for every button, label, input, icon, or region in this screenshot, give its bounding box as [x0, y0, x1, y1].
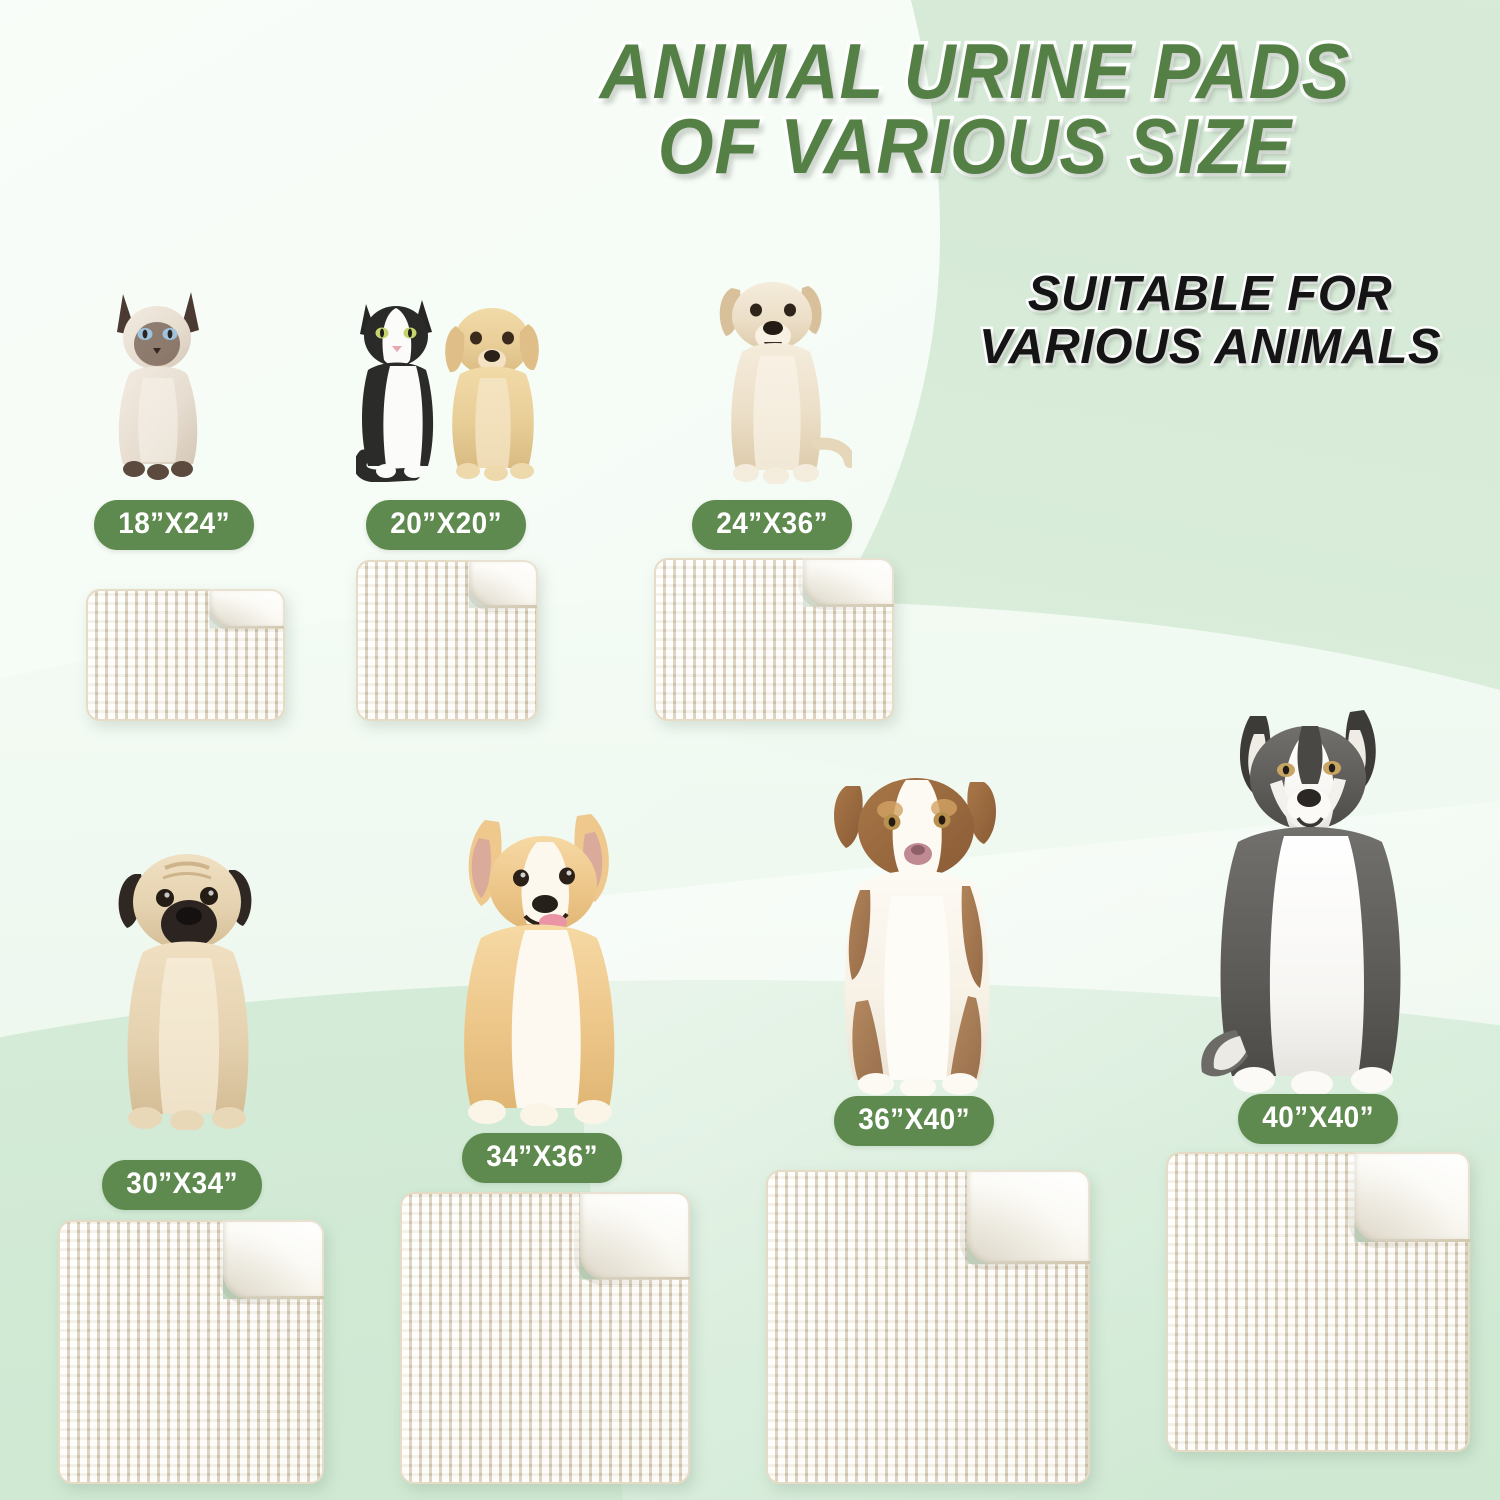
subtitle-line-1: SUITABLE FOR [1025, 265, 1394, 323]
size-badge-34x36[interactable]: 34”X36” [462, 1133, 623, 1183]
urine-pad-36x40[interactable] [766, 1170, 1090, 1484]
pad-folded-corner [966, 1170, 1090, 1265]
page-title: ANIMAL URINE PADS OF VARIOUS SIZE [470, 29, 1480, 190]
size-badge-label: 24”X36” [716, 507, 829, 540]
size-badge-label: 40”X40” [1262, 1101, 1375, 1134]
urine-pad-34x36[interactable] [400, 1192, 690, 1484]
animal-tan-mixed-breed-dog [702, 264, 852, 484]
animal-tuxedo-cat-and-labrador-puppy [356, 278, 548, 482]
animal-siberian-husky [1192, 700, 1432, 1096]
size-badge-label: 30”X34” [126, 1167, 239, 1200]
title-line-1: ANIMAL URINE PADS [596, 27, 1352, 115]
urine-pad-20x20[interactable] [356, 560, 538, 721]
animal-australian-shepherd [818, 766, 1014, 1096]
pad-folded-corner [222, 1220, 324, 1300]
urine-pad-40x40[interactable] [1166, 1152, 1470, 1452]
title-text: ANIMAL URINE PADS OF VARIOUS SIZE [510, 29, 1439, 190]
urine-pad-24x36[interactable] [654, 558, 894, 721]
animal-corgi [425, 806, 640, 1126]
subtitle-text: SUITABLE FOR VARIOUS ANIMALS [930, 265, 1490, 376]
pad-folded-corner [579, 1192, 690, 1280]
urine-pad-18x24[interactable] [86, 589, 285, 721]
size-badge-label: 36”X40” [858, 1103, 971, 1136]
size-badge-label: 34”X36” [486, 1140, 599, 1173]
pad-folded-corner [1354, 1152, 1470, 1242]
size-badge-20x20[interactable]: 20”X20” [366, 500, 527, 550]
size-badge-30x34[interactable]: 30”X34” [102, 1160, 263, 1210]
pad-folded-corner [209, 589, 285, 629]
subtitle-line-2: VARIOUS ANIMALS [976, 318, 1443, 376]
size-badge-40x40[interactable]: 40”X40” [1238, 1094, 1399, 1144]
size-badge-label: 18”X24” [118, 507, 231, 540]
urine-pad-30x34[interactable] [58, 1220, 324, 1484]
size-badge-24x36[interactable]: 24”X36” [692, 500, 853, 550]
size-badge-36x40[interactable]: 36”X40” [834, 1096, 995, 1146]
size-badge-18x24[interactable]: 18”X24” [94, 500, 255, 550]
pad-folded-corner [468, 560, 538, 609]
page-subtitle: SUITABLE FOR VARIOUS ANIMALS [930, 265, 1490, 376]
animal-siamese-cat [103, 278, 213, 482]
pad-folded-corner [802, 558, 894, 607]
size-badge-label: 20”X20” [390, 507, 503, 540]
title-line-2: OF VARIOUS SIZE [655, 101, 1295, 190]
animal-pug [95, 840, 280, 1130]
